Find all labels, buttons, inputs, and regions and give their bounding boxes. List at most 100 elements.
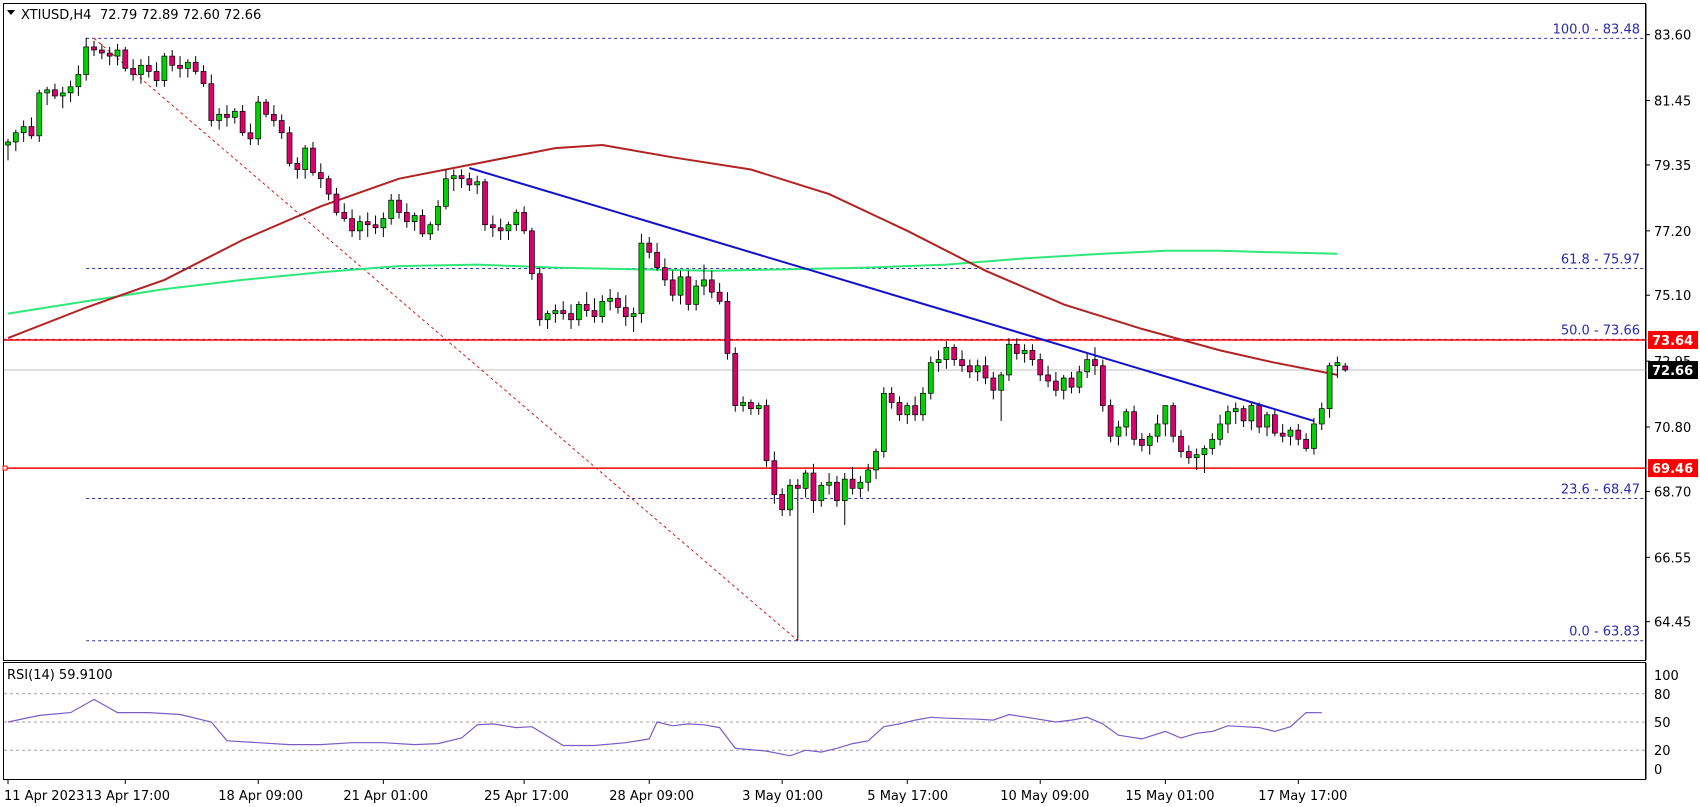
candle-body-bearish: [497, 227, 504, 232]
candle: [341, 203, 348, 222]
candle-body-bearish: [1240, 408, 1247, 422]
ohlc-values: 72.79 72.89 72.60 72.66: [100, 8, 261, 23]
fib-level-label-fib_618: 61.8 - 75.97: [1561, 253, 1640, 268]
candle: [114, 43, 121, 66]
candle-body-bearish: [403, 212, 410, 222]
candle: [849, 466, 856, 495]
candle-body-bearish: [959, 359, 965, 367]
candle-body-bullish: [1123, 411, 1130, 428]
rsi-axis: 100 80 50 20 0: [1645, 663, 1679, 779]
candle: [693, 279, 700, 311]
candle-body-bullish: [255, 101, 262, 140]
candle: [1021, 344, 1028, 363]
candle: [388, 194, 395, 225]
time-axis: 11 Apr 2023 13 Apr 17:00 18 Apr 09:00 21 Ap…: [4, 779, 1347, 804]
candle: [1178, 430, 1184, 458]
candle-body-bullish: [513, 212, 520, 226]
candle-body-bearish: [591, 310, 598, 318]
price-axis: 83.6081.4579.3577.2075.1072.9570.8068.70…: [1645, 4, 1698, 660]
candle-body-bearish: [396, 199, 402, 213]
candle-body-bullish: [302, 147, 309, 170]
candle: [380, 212, 387, 237]
candle: [357, 215, 363, 241]
candle-body-bullish: [826, 481, 832, 486]
candle: [646, 236, 653, 259]
candle: [974, 359, 981, 382]
candle-body-bearish: [1170, 405, 1177, 437]
fib-level-label-fib_100: 100.0 - 83.48: [1553, 22, 1640, 37]
candle: [231, 108, 238, 124]
candle: [654, 243, 660, 271]
candle-body-bullish: [927, 362, 934, 394]
candle-body-bullish: [435, 205, 441, 226]
candle: [1279, 423, 1286, 443]
candle-body-bearish: [990, 377, 997, 391]
bearish-trendline[interactable]: [469, 167, 1315, 422]
candle: [513, 209, 520, 231]
candle-body-bearish: [654, 251, 660, 268]
candle: [622, 295, 629, 326]
resistance-price-tag-box: [1648, 330, 1698, 349]
candle: [153, 62, 160, 87]
candle-body-bearish: [28, 126, 35, 137]
candle: [794, 479, 801, 641]
candle: [12, 129, 19, 152]
candle-body-bearish: [372, 224, 379, 229]
candle: [247, 123, 254, 146]
candle-body-bullish: [576, 304, 582, 321]
candle: [427, 221, 434, 241]
candle: [411, 212, 418, 231]
symbol-dropdown-icon[interactable]: [7, 10, 15, 15]
candle: [474, 175, 481, 195]
candle: [967, 359, 973, 378]
candle: [1334, 356, 1341, 378]
candle: [810, 463, 817, 513]
candle: [505, 221, 512, 241]
candle-body-bullish: [1334, 362, 1341, 367]
fib-level-label-fib_50: 50.0 - 73.66: [1561, 323, 1640, 338]
candle: [865, 463, 872, 492]
candle-body-bearish: [224, 114, 230, 118]
candle-body-bullish: [701, 279, 707, 287]
candle-body-bullish: [818, 484, 825, 501]
candle-body-bullish: [44, 89, 50, 94]
candle-body-bullish: [1318, 408, 1325, 425]
price-panel-frame: [3, 3, 1646, 661]
candle: [1006, 338, 1012, 382]
candle-body-bullish: [1162, 405, 1169, 425]
candle: [536, 267, 543, 326]
candle-body-bearish: [419, 215, 426, 235]
candle-body-bullish: [677, 276, 684, 296]
candle: [435, 200, 441, 231]
candle: [685, 270, 692, 311]
candle-body-bullish: [974, 365, 981, 373]
candle: [482, 178, 488, 231]
price-tick-label: 77.20: [1654, 225, 1691, 240]
candle: [91, 40, 97, 57]
time-tick-label: 25 Apr 17:00: [484, 789, 569, 804]
rsi-title: RSI(14) 59.9100: [7, 668, 113, 683]
candle: [44, 86, 50, 106]
candle: [36, 89, 43, 142]
support-line-handle[interactable]: [2, 465, 8, 471]
candle: [1193, 448, 1200, 470]
candle-body-bearish: [560, 310, 567, 314]
candle-body-bullish: [12, 132, 19, 143]
candle-body-bearish: [1029, 350, 1036, 360]
candle-body-bearish: [1256, 405, 1263, 428]
candle: [873, 448, 879, 480]
candle-body-bearish: [177, 64, 183, 69]
candle-body-bearish: [294, 163, 301, 170]
candle: [278, 114, 285, 139]
candle: [5, 138, 11, 161]
candle: [802, 469, 809, 498]
candle: [779, 488, 786, 516]
candle-body-bullish: [740, 402, 746, 406]
candle: [1295, 423, 1302, 446]
candle: [1287, 427, 1294, 446]
candle: [310, 141, 316, 176]
fibonacci-diagonal-line[interactable]: [93, 37, 799, 642]
candle-body-bearish: [583, 304, 590, 311]
candle: [1053, 371, 1059, 397]
candle: [200, 65, 207, 87]
